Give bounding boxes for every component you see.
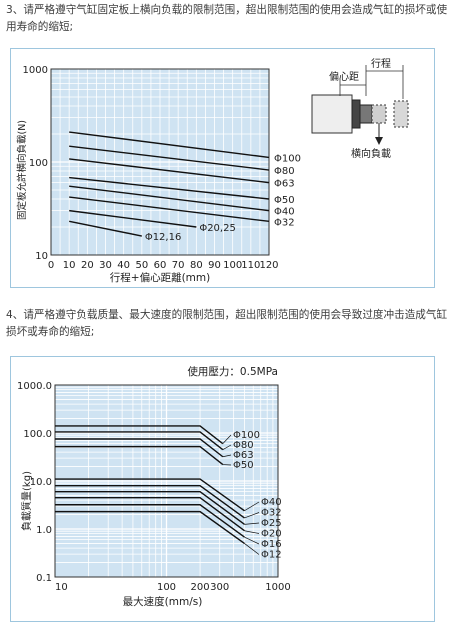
series-label: Φ40	[274, 207, 295, 218]
figure-lateral-load: 0 10 20 30 40 50 60 70 80 90 100 110 120 10 100 1000 行程+…	[10, 48, 435, 288]
series-label: Φ20	[261, 529, 282, 540]
series-label: Φ16	[261, 539, 282, 550]
series-label: Φ63	[233, 450, 254, 461]
series-line	[55, 438, 224, 458]
series-label: Φ50	[233, 460, 254, 471]
series-label: Φ100	[274, 153, 301, 164]
series-line	[55, 496, 245, 532]
x-tick-label: 90	[208, 260, 221, 271]
x-axis-label: 最大速度(mm/s)	[123, 595, 203, 608]
y-tick-label: 1.0	[36, 525, 52, 536]
x-tick-label: 10	[55, 582, 68, 593]
x-tick-label: 0	[48, 260, 54, 271]
series-label: Φ32	[261, 508, 282, 519]
fixing-plate	[351, 99, 361, 129]
x-tick-label: 20	[81, 260, 94, 271]
series-line	[69, 158, 270, 184]
series-label: Φ50	[274, 195, 295, 206]
x-tick-label: 10	[63, 260, 76, 271]
series-leader	[244, 530, 260, 534]
series-line	[69, 131, 270, 159]
x-tick-label: 200	[191, 582, 210, 593]
series-label: Φ12	[261, 550, 282, 561]
y-axis-label: 負載質量(kg)	[20, 471, 33, 531]
x-tick-label: 60	[154, 260, 167, 271]
load-speed-chart: 使用壓力：0.5MPa 10 100 200 300 1000 0.1 1.0 10.0 100.…	[17, 365, 291, 608]
y-tick-label: 100	[29, 158, 48, 169]
series-leader	[244, 501, 260, 512]
figure-load-speed: 使用壓力：0.5MPa 10 100 200 300 1000 0.1 1.0 10.0 100.…	[10, 356, 435, 622]
cylinder-body	[311, 94, 353, 134]
series-line	[69, 220, 142, 237]
series-line	[55, 478, 245, 512]
series-line	[55, 510, 245, 545]
x-axis-label: 行程+偏心距離(mm)	[110, 271, 210, 284]
series-line	[55, 425, 224, 445]
y-tick-label: 10	[35, 251, 48, 262]
series-line	[55, 445, 224, 466]
series-line	[55, 431, 224, 451]
note-load-speed: 4、请严格遵守负载质量、最大速度的限制范围，超出限制范围的使用会导致过度冲击造成…	[6, 309, 448, 338]
rod-end	[359, 104, 373, 124]
load-arrow-head	[375, 137, 383, 145]
x-tick-label: 30	[99, 260, 112, 271]
series-line	[69, 196, 270, 223]
x-tick-label: 50	[135, 260, 148, 271]
series-line	[69, 145, 270, 171]
x-tick-label: 120	[259, 260, 278, 271]
series-leader	[244, 543, 260, 555]
x-tick-label: 100	[157, 582, 176, 593]
series-line	[69, 176, 270, 200]
series-line	[69, 185, 270, 212]
chart-title: 使用壓力：0.5MPa	[187, 365, 278, 378]
load-block	[393, 100, 409, 128]
series-label: Φ80	[274, 166, 295, 177]
series-line	[69, 209, 197, 228]
series-leader	[244, 522, 260, 525]
series-label: Φ80	[233, 440, 254, 451]
series-label: Φ32	[274, 217, 295, 228]
x-tick-label: 40	[117, 260, 130, 271]
series-label: Φ25	[261, 518, 282, 529]
y-tick-label: 1000	[23, 65, 48, 76]
series-line	[55, 484, 245, 519]
y-tick-label: 10.0	[30, 477, 52, 488]
x-tick-label: 80	[190, 260, 203, 271]
x-tick-label: 100	[223, 260, 242, 271]
y-axis-label: 固定板允許横向負載(N)	[16, 120, 28, 220]
series-label: Φ100	[233, 430, 260, 441]
y-tick-label: 100.0	[23, 429, 52, 440]
stroke-position	[371, 104, 387, 124]
y-tick-label: 1000.0	[17, 381, 52, 392]
x-tick-label: 300	[210, 582, 229, 593]
series-label: Φ12,16	[145, 232, 182, 243]
series-label: Φ40	[261, 497, 282, 508]
series-leader	[244, 512, 260, 519]
series-label: Φ20,25	[199, 223, 236, 234]
y-tick-label: 0.1	[36, 573, 52, 584]
inset-label-load: 横向負載	[351, 147, 391, 160]
series-line	[55, 490, 245, 525]
series-leader	[222, 444, 232, 450]
plot-border	[54, 384, 279, 578]
inset-label-offset: 偏心距	[329, 70, 359, 83]
series-leader	[222, 434, 232, 444]
series-leader	[244, 536, 260, 545]
inset-label-stroke: 行程	[371, 57, 391, 70]
x-tick-label: 110	[241, 260, 260, 271]
x-tick-label: 1000	[265, 582, 290, 593]
lateral-load-chart: 0 10 20 30 40 50 60 70 80 90 100 110 120101001000行程+…	[16, 57, 409, 284]
x-tick-label: 70	[172, 260, 185, 271]
plot-border	[50, 68, 270, 256]
note-lateral-load: 3、请严格遵守气缸固定板上横向负载的限制范围，超出限制范围的使用会造成气缸的损坏…	[6, 4, 448, 33]
series-leader	[222, 454, 232, 458]
series-label: Φ63	[274, 179, 295, 190]
series-line	[55, 504, 245, 538]
